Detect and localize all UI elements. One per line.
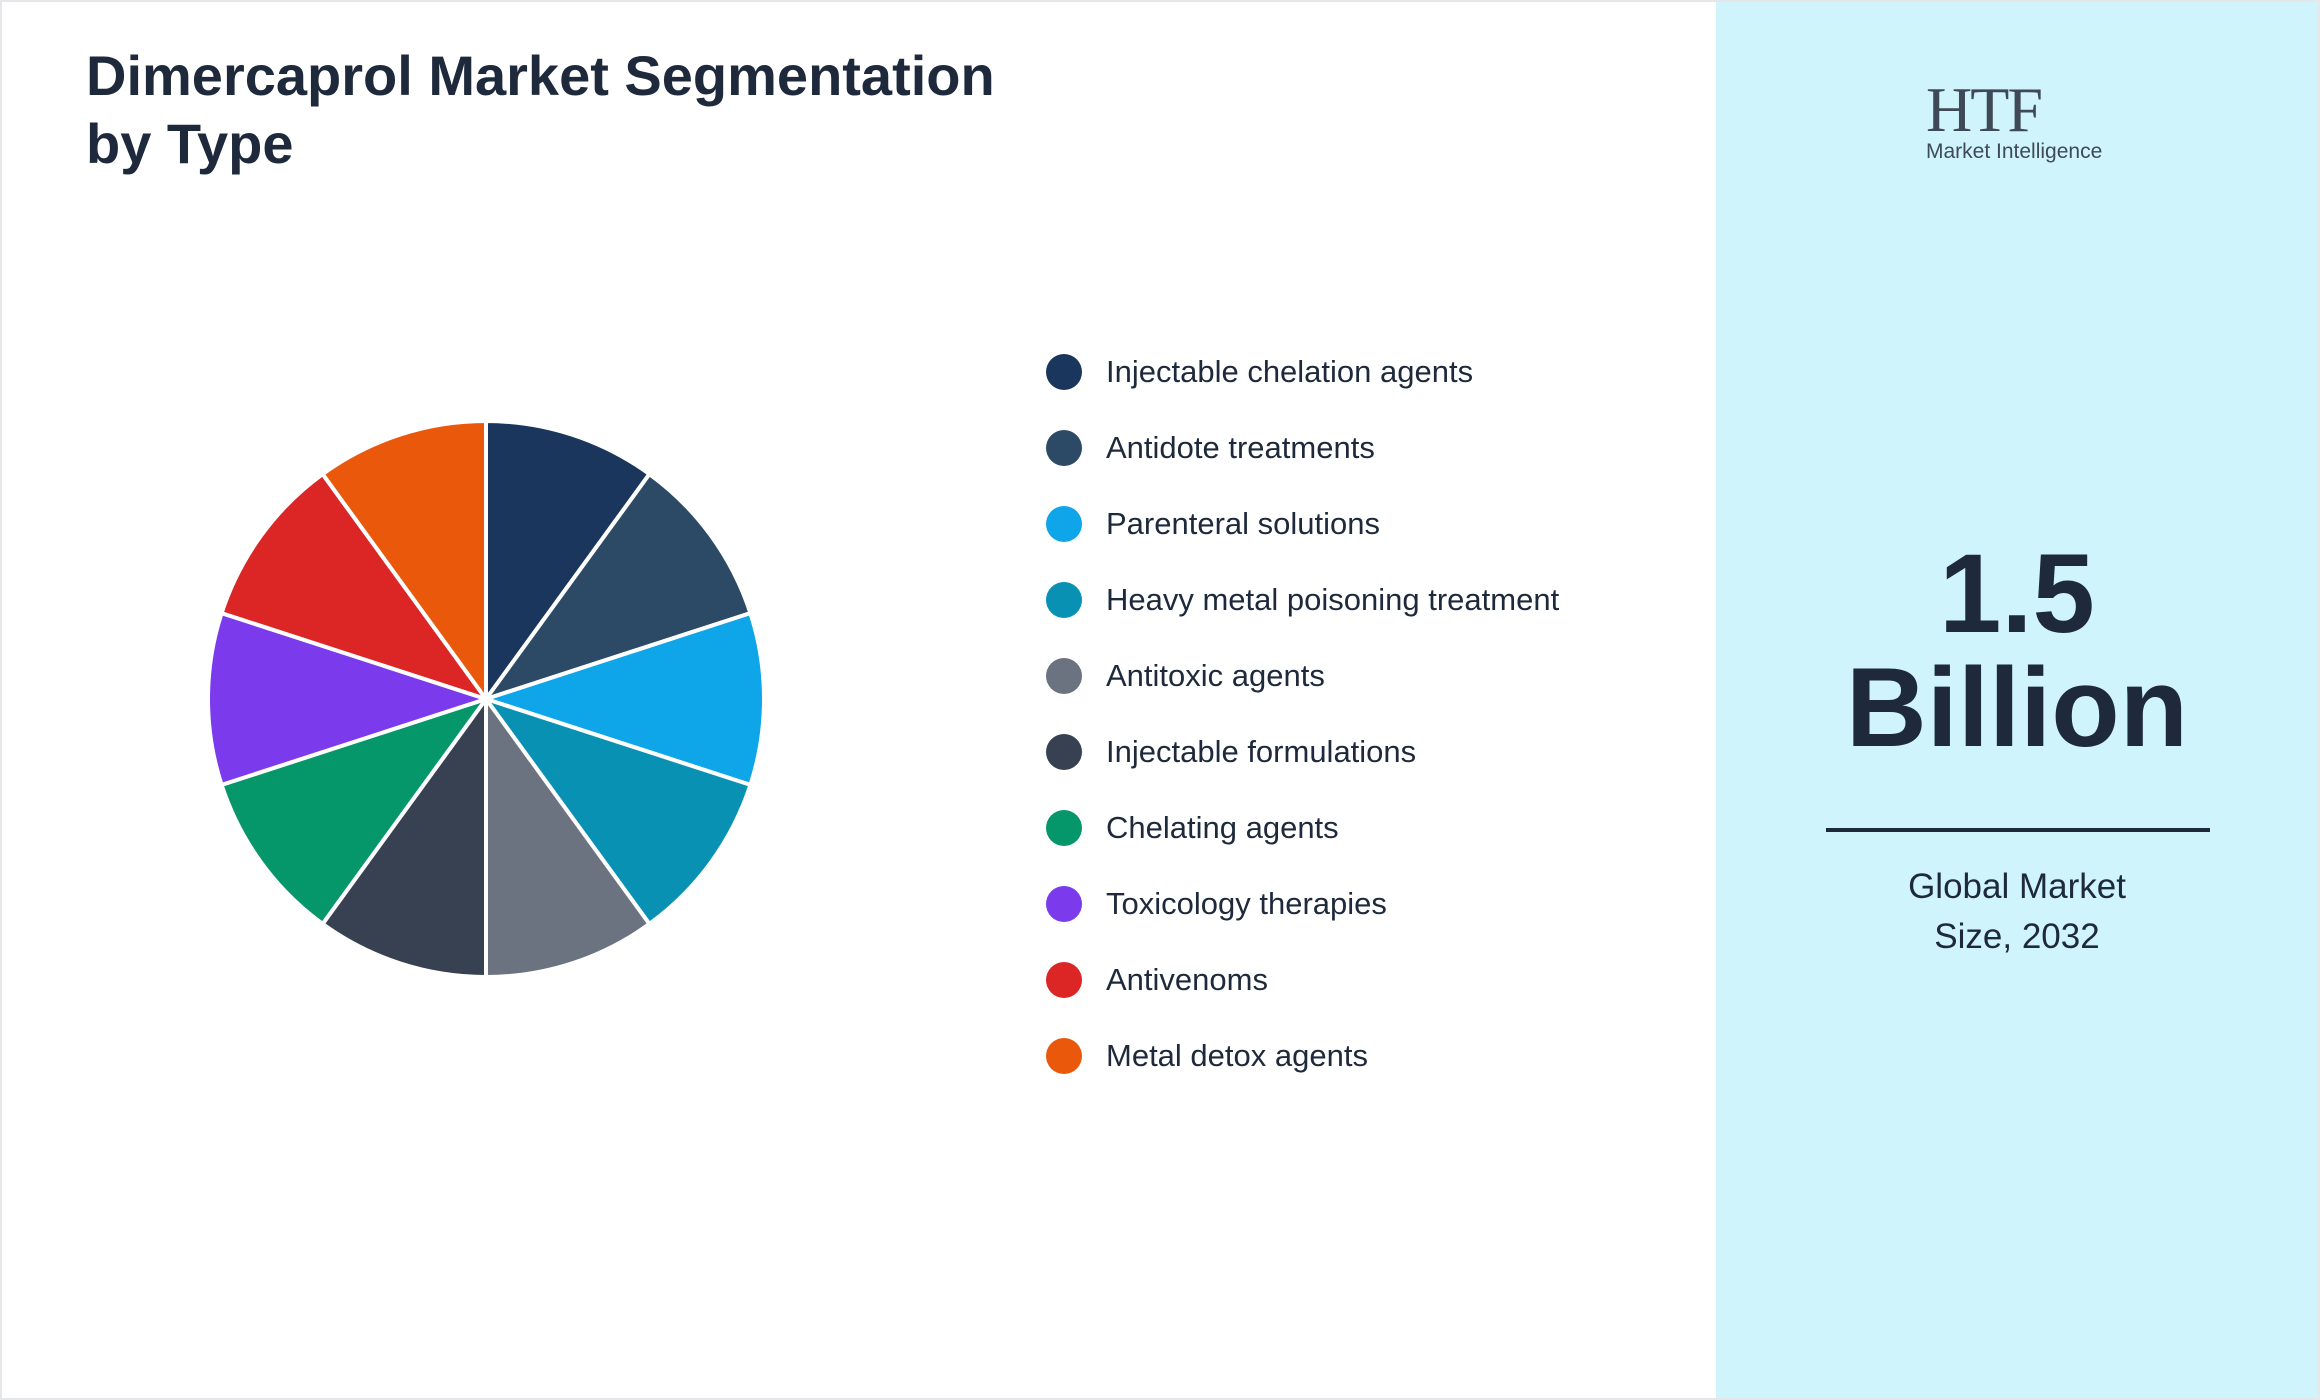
legend-item: Heavy metal poisoning treatment <box>1046 562 1559 638</box>
legend-label: Antitoxic agents <box>1106 658 1325 693</box>
legend-label: Parenteral solutions <box>1106 506 1380 541</box>
legend-item: Metal detox agents <box>1046 1018 1559 1094</box>
legend-item: Injectable chelation agents <box>1046 334 1559 410</box>
legend-item: Injectable formulations <box>1046 714 1559 790</box>
pie-slice <box>484 692 653 980</box>
caption: Global Market Size, 2032 <box>1908 867 2126 956</box>
pie-slice <box>484 418 653 706</box>
legend-item: Chelating agents <box>1046 790 1559 866</box>
chart-title: Dimercaprol Market Segmentation by Type <box>86 44 995 175</box>
legend-item: Antitoxic agents <box>1046 638 1559 714</box>
legend-label: Heavy metal poisoning treatment <box>1106 582 1560 617</box>
legend: Injectable chelation agents Antidote trea… <box>1046 334 1559 1094</box>
market-value: 1.5 <box>1939 531 2095 656</box>
legend-label: Antidote treatments <box>1106 430 1375 465</box>
legend-swatch <box>1046 962 1082 998</box>
logo-mark: HTF <box>1926 74 2043 145</box>
legend-item: Parenteral solutions <box>1046 486 1559 562</box>
pie-slice <box>219 695 492 927</box>
pie-slice <box>479 610 766 788</box>
legend-swatch <box>1046 886 1082 922</box>
pie-slice <box>319 418 488 706</box>
market-unit: Billion <box>1845 645 2189 770</box>
legend-swatch <box>1046 354 1082 390</box>
legend-swatch <box>1046 430 1082 466</box>
divider <box>1826 828 2210 832</box>
logo-text: Market Intelligence <box>1926 140 2103 163</box>
pie-slice <box>219 471 492 703</box>
legend-swatch <box>1046 1038 1082 1074</box>
legend-label: Toxicology therapies <box>1106 886 1387 921</box>
legend-item: Antidote treatments <box>1046 410 1559 486</box>
legend-label: Injectable chelation agents <box>1106 354 1474 389</box>
legend-label: Antivenoms <box>1106 962 1268 997</box>
legend-swatch <box>1046 810 1082 846</box>
pie-slice <box>319 692 488 980</box>
legend-label: Chelating agents <box>1106 810 1339 845</box>
legend-swatch <box>1046 734 1082 770</box>
legend-label: Injectable formulations <box>1106 734 1417 769</box>
pie-slice <box>480 471 753 703</box>
pie-slice <box>206 610 493 788</box>
legend-item: Antivenoms <box>1046 942 1559 1018</box>
legend-swatch <box>1046 658 1082 694</box>
legend-label: Metal detox agents <box>1106 1038 1368 1073</box>
legend-item: Toxicology therapies <box>1046 866 1559 942</box>
logo: HTF Market Intelligence <box>1926 74 2116 164</box>
legend-swatch <box>1046 582 1082 618</box>
pie-chart <box>206 418 766 980</box>
sidebar: HTF Market Intelligence 1.5 Billion Glob… <box>1716 2 2318 1398</box>
market-size: 1.5 Billion <box>1716 537 2318 765</box>
legend-swatch <box>1046 506 1082 542</box>
pie-slice <box>480 695 753 927</box>
